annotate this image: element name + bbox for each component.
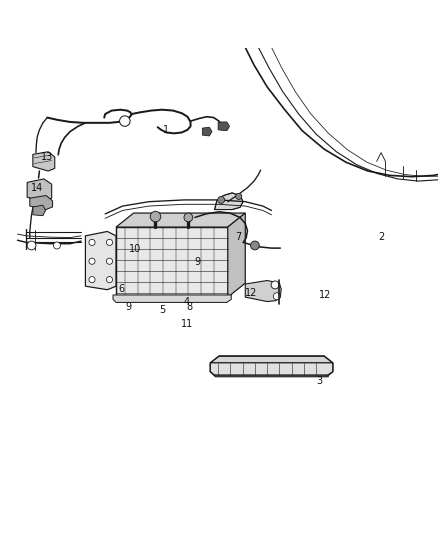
Circle shape	[236, 193, 242, 199]
Polygon shape	[113, 295, 231, 302]
Polygon shape	[33, 152, 55, 171]
Text: 12: 12	[245, 288, 258, 298]
Circle shape	[218, 197, 225, 204]
Text: 4: 4	[183, 297, 189, 308]
Text: 11: 11	[181, 319, 194, 329]
Circle shape	[251, 241, 259, 250]
Polygon shape	[116, 213, 245, 227]
Circle shape	[27, 241, 36, 250]
Circle shape	[273, 293, 280, 300]
Text: 14: 14	[31, 183, 43, 192]
Text: 13: 13	[41, 152, 53, 162]
Polygon shape	[228, 213, 245, 297]
Polygon shape	[210, 363, 333, 375]
Polygon shape	[116, 227, 228, 297]
Text: 8: 8	[186, 302, 192, 312]
Polygon shape	[85, 231, 116, 290]
Circle shape	[120, 116, 130, 126]
Text: 10: 10	[129, 244, 141, 254]
Text: 9: 9	[125, 302, 131, 312]
Text: 12: 12	[319, 290, 331, 300]
Circle shape	[106, 277, 113, 282]
Text: 1: 1	[163, 125, 170, 135]
Circle shape	[106, 258, 113, 264]
Circle shape	[53, 242, 60, 249]
Polygon shape	[218, 122, 230, 131]
Text: 7: 7	[236, 232, 242, 242]
Polygon shape	[210, 356, 333, 363]
Text: 5: 5	[159, 305, 165, 316]
Polygon shape	[33, 205, 46, 216]
Circle shape	[150, 211, 161, 222]
Polygon shape	[215, 193, 243, 209]
Polygon shape	[30, 196, 53, 209]
Circle shape	[106, 239, 113, 246]
Circle shape	[184, 213, 193, 222]
Polygon shape	[215, 375, 328, 377]
Circle shape	[89, 277, 95, 282]
Polygon shape	[202, 127, 212, 136]
Polygon shape	[27, 179, 52, 201]
Circle shape	[89, 258, 95, 264]
Text: 9: 9	[194, 257, 200, 267]
Circle shape	[271, 281, 279, 289]
Text: 2: 2	[378, 232, 384, 242]
Polygon shape	[245, 280, 281, 302]
Text: 3: 3	[317, 376, 323, 386]
Text: 6: 6	[119, 284, 125, 294]
Circle shape	[89, 239, 95, 246]
